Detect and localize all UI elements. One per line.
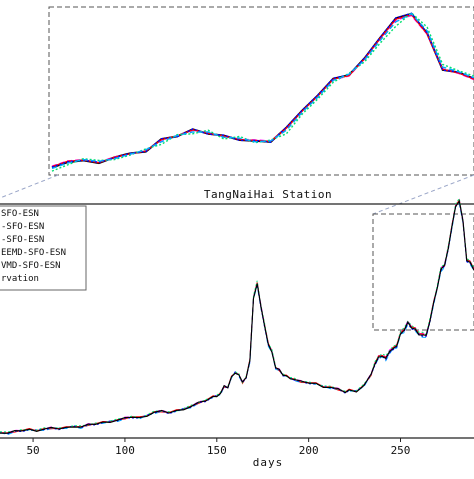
inset-series-group [51,11,474,172]
legend-label: SFO-ESN [1,209,39,219]
legend-label: -SFO-ESN [1,235,44,245]
x-tick-label: 250 [391,444,411,457]
chart-title: TangNaiHai Station [204,188,332,201]
x-tick-label: 100 [115,444,135,457]
zoom-box [372,213,474,331]
legend-box [0,205,87,291]
inset-series-line-s5 [51,11,474,172]
x-axis-title: days [253,456,284,469]
main-series-group [0,197,474,436]
legend-label: -SFO-ESN [1,222,44,232]
inset-series-line-s6 [51,12,474,170]
legend-label: VMD-SFO-ESN [1,261,61,271]
x-tick-label: 200 [299,444,319,457]
x-tick-label: 150 [207,444,227,457]
x-axis-ticks: 50 100 150 200 250 [26,438,410,457]
main-series-line-s6 [0,199,474,434]
zoom-connector-left [0,174,59,199]
x-tick-label: 50 [26,444,39,457]
inset-frame [48,6,474,176]
legend-label: EEMD-SFO-ESN [1,248,66,258]
legend-label: rvation [1,274,39,284]
legend: SFO-ESN -SFO-ESN -SFO-ESN EEMD-SFO-ESN VMD-S… [0,205,87,291]
main-series-line-s5 [0,197,474,433]
